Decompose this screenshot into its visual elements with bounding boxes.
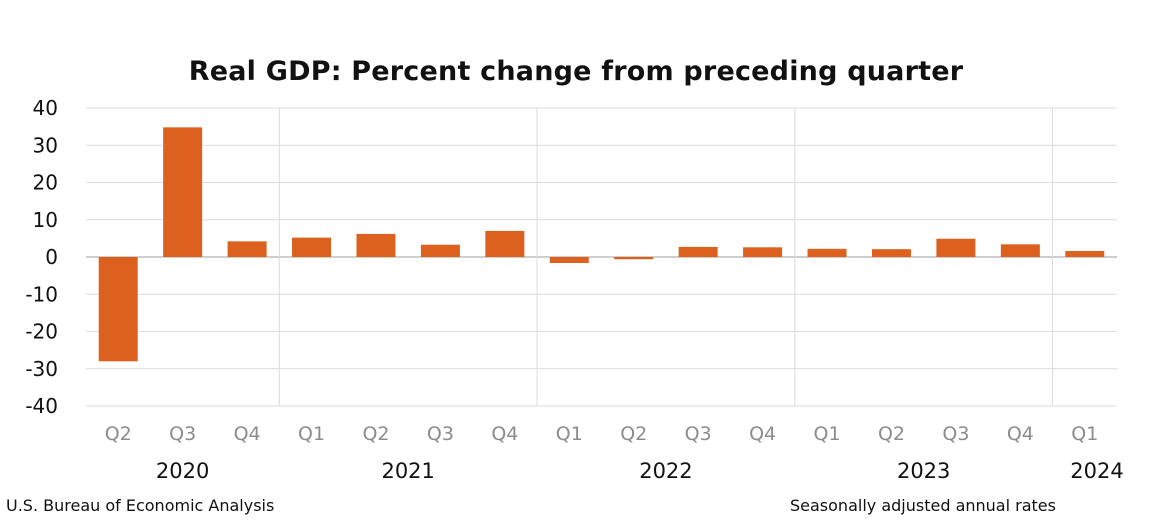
quarter-label: Q3: [169, 423, 196, 445]
bar: [420, 244, 460, 257]
y-tick-label: -20: [25, 320, 58, 344]
quarter-label: Q4: [491, 423, 518, 445]
y-tick-label: 0: [45, 245, 58, 269]
quarter-label: Q3: [942, 423, 969, 445]
bar: [549, 257, 589, 263]
quarter-label: Q1: [1071, 423, 1098, 445]
bar: [1065, 251, 1105, 257]
bar: [356, 233, 396, 257]
bar: [227, 241, 267, 257]
quarter-label: Q4: [234, 423, 261, 445]
bar: [485, 230, 525, 257]
y-tick-label: 10: [33, 208, 58, 232]
y-tick-label: -40: [25, 394, 58, 418]
y-tick-label: 30: [33, 133, 58, 157]
year-label: 2023: [897, 459, 950, 483]
bar: [98, 257, 138, 362]
quarter-label: Q3: [427, 423, 454, 445]
y-tick-label: 20: [33, 171, 58, 195]
quarter-label: Q4: [749, 423, 776, 445]
bar: [678, 246, 718, 257]
bars: [98, 127, 1105, 362]
year-separators: [278, 108, 1054, 406]
quarter-label: Q1: [814, 423, 841, 445]
bar: [871, 249, 911, 257]
bar: [614, 257, 654, 260]
rate-note: Seasonally adjusted annual rates: [790, 496, 1056, 515]
bar: [163, 127, 203, 258]
year-label: 2020: [156, 459, 209, 483]
quarter-label: Q3: [685, 423, 712, 445]
quarter-ticks: Q2 Q3 Q4 Q1 Q2 Q3 Q4 Q1 Q2 Q3 Q4 Q1 Q2 Q3 Q4 Q1: [105, 423, 1099, 445]
y-tick-label: -30: [25, 357, 58, 381]
y-axis-ticks: 40 30 20 10 0 -10 -20 -30 -40: [25, 96, 58, 418]
quarter-label: Q2: [362, 423, 389, 445]
year-label: 2021: [381, 459, 434, 483]
bar: [936, 238, 976, 257]
source-note: U.S. Bureau of Economic Analysis: [6, 496, 275, 515]
bar: [292, 237, 332, 257]
y-tick-label: -10: [25, 282, 58, 306]
quarter-label: Q2: [105, 423, 132, 445]
year-label: 2022: [639, 459, 692, 483]
quarter-label: Q4: [1007, 423, 1034, 445]
year-labels: 2020 2021 2022 2023 2024: [156, 459, 1124, 483]
bar: [1000, 244, 1040, 257]
y-tick-label: 40: [33, 96, 58, 120]
bar: [807, 248, 847, 257]
quarter-label: Q2: [878, 423, 905, 445]
quarter-label: Q1: [556, 423, 583, 445]
chart-title: Real GDP: Percent change from preceding …: [188, 56, 964, 87]
gridlines: [86, 107, 1117, 407]
year-label: 2024: [1070, 459, 1123, 483]
bar: [743, 247, 783, 257]
quarter-label: Q2: [620, 423, 647, 445]
quarter-label: Q1: [298, 423, 325, 445]
